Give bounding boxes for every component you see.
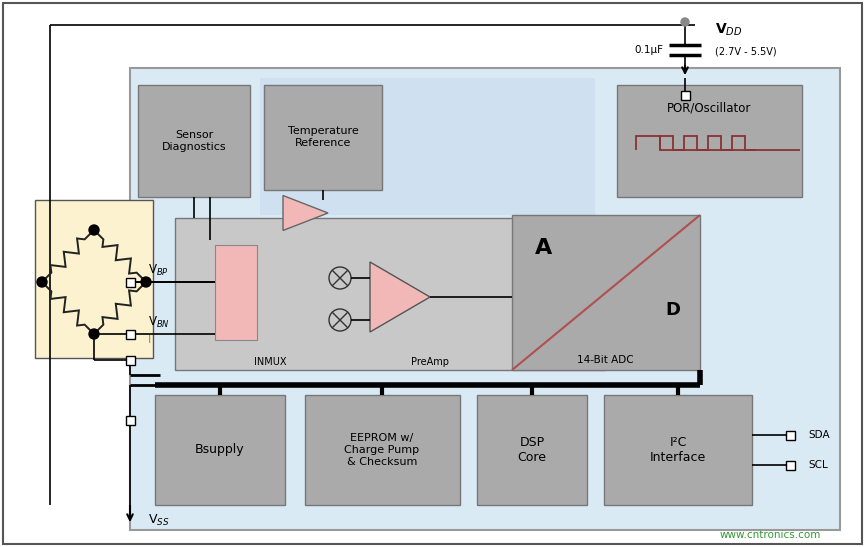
- Text: A: A: [535, 238, 552, 258]
- Text: DSP
Core: DSP Core: [517, 436, 547, 464]
- Bar: [35, 200, 153, 358]
- Bar: [175, 215, 780, 370]
- Text: (2.7V - 5.5V): (2.7V - 5.5V): [715, 47, 777, 57]
- Bar: [130, 68, 840, 530]
- Bar: [681, 90, 689, 100]
- Circle shape: [37, 277, 47, 287]
- Text: Temperature
Reference: Temperature Reference: [288, 126, 358, 148]
- Circle shape: [89, 225, 99, 235]
- Text: V$_{BN}$: V$_{BN}$: [148, 315, 170, 329]
- Text: 14-Bit ADC: 14-Bit ADC: [577, 355, 633, 365]
- Text: www.cntronics.com: www.cntronics.com: [720, 530, 822, 540]
- Bar: [125, 329, 134, 339]
- Text: V$_{DD}$: V$_{DD}$: [715, 22, 742, 38]
- Bar: [512, 215, 700, 370]
- Polygon shape: [370, 262, 430, 332]
- Circle shape: [681, 18, 689, 26]
- Text: SCL: SCL: [808, 460, 828, 470]
- Polygon shape: [283, 195, 328, 230]
- Bar: [125, 277, 134, 287]
- Bar: [477, 395, 587, 505]
- Text: I²C
Interface: I²C Interface: [650, 436, 706, 464]
- Text: V$_{BP}$: V$_{BP}$: [148, 263, 169, 277]
- Text: V$_{SS}$: V$_{SS}$: [148, 513, 170, 527]
- Bar: [785, 461, 794, 469]
- Text: Bsupply: Bsupply: [195, 444, 245, 457]
- Text: SDA: SDA: [808, 430, 830, 440]
- Circle shape: [141, 277, 151, 287]
- Bar: [125, 356, 134, 364]
- Text: I: I: [148, 335, 151, 345]
- Circle shape: [89, 329, 99, 339]
- Text: D: D: [665, 301, 680, 319]
- Bar: [305, 395, 460, 505]
- Bar: [125, 416, 134, 424]
- Bar: [150, 390, 810, 510]
- Bar: [175, 218, 605, 370]
- Text: 0.1μF: 0.1μF: [634, 45, 663, 55]
- Bar: [138, 85, 250, 197]
- Bar: [604, 395, 752, 505]
- Bar: [215, 245, 257, 340]
- Bar: [617, 85, 802, 197]
- Text: EEPROM w/
Charge Pump
& Checksum: EEPROM w/ Charge Pump & Checksum: [344, 433, 420, 467]
- Text: POR/Oscillator: POR/Oscillator: [667, 102, 751, 114]
- Text: Sensor
Diagnostics: Sensor Diagnostics: [162, 130, 227, 152]
- Text: PreAmp: PreAmp: [411, 357, 449, 367]
- Bar: [260, 78, 595, 253]
- Text: INMUX: INMUX: [253, 357, 286, 367]
- Bar: [155, 395, 285, 505]
- Bar: [785, 430, 794, 439]
- Bar: [264, 85, 382, 190]
